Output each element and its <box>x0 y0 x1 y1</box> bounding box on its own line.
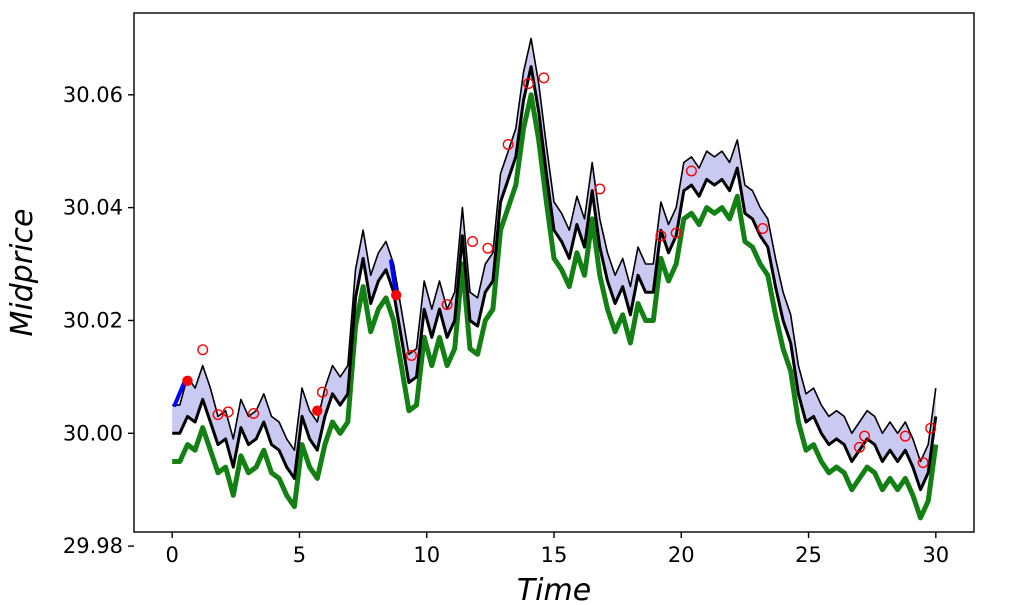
x-tick-label: 10 <box>413 543 440 567</box>
open-marker-13 <box>655 230 667 242</box>
open-marker-20 <box>917 457 929 469</box>
open-marker-21 <box>925 422 937 434</box>
filled-marker-1 <box>312 405 323 416</box>
open-marker-19 <box>899 430 911 442</box>
open-marker-9 <box>502 138 514 150</box>
y-ticks: 29.98 30.00 30.02 30.04 30.06 <box>63 83 134 558</box>
y-tick-label: 30.00 <box>63 421 123 445</box>
x-axis-label: Time <box>517 573 591 605</box>
open-marker-15 <box>685 165 697 177</box>
x-ticks: 0 5 10 15 20 25 30 <box>165 532 949 567</box>
filled-marker-0 <box>182 375 193 387</box>
series-line-upper <box>172 37 937 463</box>
open-marker-8 <box>482 242 494 254</box>
x-tick-label: 30 <box>922 543 949 567</box>
open-marker-18 <box>859 430 871 442</box>
open-marker-11 <box>538 72 550 84</box>
open-marker-5 <box>405 349 417 361</box>
open-marker-10 <box>523 78 535 90</box>
open-marker-0 <box>197 344 209 356</box>
x-tick-label: 5 <box>293 543 306 567</box>
blue-segment-layer <box>172 259 399 408</box>
x-tick-label: 15 <box>541 543 568 567</box>
open-marker-7 <box>467 235 479 247</box>
y-tick-label: 29.98 <box>63 534 123 558</box>
y-tick-label: 30.06 <box>63 83 123 107</box>
marker-layer <box>182 72 937 469</box>
x-tick-label: 0 <box>165 543 178 567</box>
band-layer <box>172 38 936 490</box>
x-tick-label: 20 <box>668 543 695 567</box>
y-tick-label: 30.04 <box>63 196 123 220</box>
open-marker-17 <box>853 441 865 453</box>
filled-marker-2 <box>390 289 402 301</box>
open-marker-12 <box>594 183 606 195</box>
y-axis-label: Midprice <box>5 209 40 337</box>
open-marker-4 <box>316 386 328 398</box>
open-marker-1 <box>212 409 224 421</box>
open-marker-2 <box>222 406 234 418</box>
open-marker-3 <box>248 408 260 420</box>
open-marker-14 <box>670 227 682 239</box>
open-marker-6 <box>441 299 453 311</box>
y-tick-label: 30.02 <box>63 308 123 332</box>
open-marker-16 <box>757 222 769 234</box>
series-line-lower <box>172 92 939 521</box>
series-line-mid <box>172 65 938 492</box>
blue-segment-0 <box>172 378 187 408</box>
confidence-band <box>172 38 936 490</box>
x-tick-label: 25 <box>795 543 822 567</box>
series-layer <box>172 37 939 521</box>
blue-segment-1 <box>389 259 399 298</box>
